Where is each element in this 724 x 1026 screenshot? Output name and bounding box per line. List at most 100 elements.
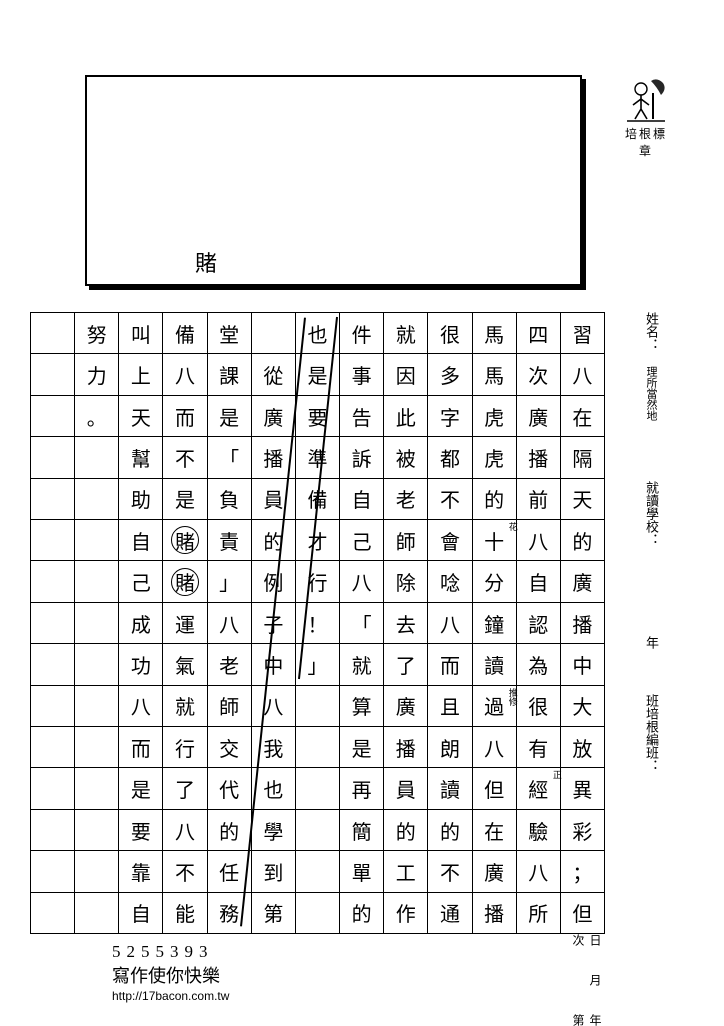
footer-publisher: 5255393 寫作使你快樂 http://17bacon.com.tw <box>112 941 229 1004</box>
grid-cell: 是 <box>208 396 251 437</box>
grid-cell: 單 <box>340 851 383 892</box>
grid-cell: 去 <box>384 603 427 644</box>
grid-cell <box>75 561 118 602</box>
grid-cell <box>31 354 74 395</box>
grid-cell: 前 <box>517 479 560 520</box>
grid-cell: 算 <box>340 686 383 727</box>
grid-cell: 備 <box>163 313 206 354</box>
circled-char: 賭 <box>171 568 199 596</box>
grid-cell: 中 <box>561 644 604 685</box>
grid-cell <box>31 644 74 685</box>
grid-cell: 員 <box>384 768 427 809</box>
grid-cell <box>296 727 339 768</box>
grid-cell: 」 <box>208 561 251 602</box>
meta-class-code-label: 培根編班： <box>644 707 659 772</box>
grid-column: 努力。 <box>74 313 118 933</box>
grid-cell <box>296 686 339 727</box>
grid-cell <box>31 686 74 727</box>
grid-cell: 責 <box>208 520 251 561</box>
grid-cell: 鐘 <box>473 603 516 644</box>
grid-cell: 在 <box>561 396 604 437</box>
grid-cell: 八 <box>163 810 206 851</box>
grid-cell: 「 <box>208 437 251 478</box>
grid-cell <box>31 313 74 354</box>
grid-cell: 因 <box>384 354 427 395</box>
grid-cell <box>31 561 74 602</box>
grid-cell: 了 <box>163 768 206 809</box>
grid-cell: 唸 <box>428 561 471 602</box>
grid-cell: 了 <box>384 644 427 685</box>
grid-cell: 很 <box>428 313 471 354</box>
grid-cell: 準 <box>296 437 339 478</box>
grid-cell: 八 <box>517 851 560 892</box>
grid-cell: 八 <box>428 603 471 644</box>
grid-cell: 到 <box>252 851 295 892</box>
grid-cell: 是 <box>340 727 383 768</box>
grid-cell <box>75 603 118 644</box>
meta-line-1: 培根編班： <box>634 707 668 772</box>
grid-cell <box>75 644 118 685</box>
grid-cell <box>31 810 74 851</box>
margin-annotation: 花 <box>508 522 517 531</box>
grid-cell: 且 <box>428 686 471 727</box>
grid-cell: 八 <box>119 686 162 727</box>
grid-cell: 工 <box>384 851 427 892</box>
grid-cell: 廣 <box>252 396 295 437</box>
grid-cell: 就 <box>384 313 427 354</box>
grid-cell: 努 <box>75 313 118 354</box>
grid-cell: 八 <box>473 727 516 768</box>
grid-cell <box>31 893 74 933</box>
grid-cell: 負 <box>208 479 251 520</box>
grid-column: 也是要準備才行！」 <box>295 313 339 933</box>
grid-cell: 播 <box>473 893 516 933</box>
grid-cell <box>75 768 118 809</box>
circled-char: 賭 <box>171 526 199 554</box>
grid-cell: 播 <box>384 727 427 768</box>
grid-cell: 讀 <box>428 768 471 809</box>
grid-cell: 通 <box>428 893 471 933</box>
grid-cell <box>75 686 118 727</box>
grid-cell: 是 <box>163 479 206 520</box>
grid-cell: 課 <box>208 354 251 395</box>
grid-cell <box>75 851 118 892</box>
grid-cell: 驗 <box>517 810 560 851</box>
grid-cell: 彩 <box>561 810 604 851</box>
grid-cell: 要 <box>296 396 339 437</box>
grid-cell: 習 <box>561 313 604 354</box>
grid-cell: 而 <box>163 396 206 437</box>
grid-cell: 隔 <box>561 437 604 478</box>
grid-cell <box>31 727 74 768</box>
meta-line-2: 姓名： 理所當然地 就讀學校： 年 班 <box>634 312 668 707</box>
grid-cell: 叫 <box>119 313 162 354</box>
grid-cell: 再 <box>340 768 383 809</box>
grid-cell: 簡 <box>340 810 383 851</box>
grid-cell <box>252 313 295 354</box>
grid-cell: 的 <box>473 479 516 520</box>
grid-cell: 老 <box>208 644 251 685</box>
footer-date-labels: 日次 月 年第 <box>570 934 604 994</box>
grid-cell: 件 <box>340 313 383 354</box>
grid-cell: 自 <box>119 893 162 933</box>
grid-cell: 老 <box>384 479 427 520</box>
grid-cell: 的 <box>384 810 427 851</box>
grid-cell: 過推修 <box>473 686 516 727</box>
grid-cell: 上 <box>119 354 162 395</box>
grid-column: 習八在隔天的廣播中大放異彩；但 <box>560 313 604 933</box>
footer-date-year: 年第 <box>570 1014 604 1026</box>
grid-cell: 。 <box>75 396 118 437</box>
grid-cell: 也 <box>252 768 295 809</box>
grid-cell: 己 <box>119 561 162 602</box>
grid-cell: 堂 <box>208 313 251 354</box>
grid-cell: 廣 <box>561 561 604 602</box>
grid-cell: 廣 <box>517 396 560 437</box>
grid-cell: 氣 <box>163 644 206 685</box>
grid-cell: 天 <box>119 396 162 437</box>
slogan: 寫作使你快樂 <box>112 964 229 988</box>
manuscript-grid: 習八在隔天的廣播中大放異彩；但四次廣播前八自認為很有經正驗八所馬馬虎虎的十花分鐘… <box>30 312 605 934</box>
grid-cell: 虎 <box>473 437 516 478</box>
grid-cell: 己 <box>340 520 383 561</box>
grid-cell: ； <box>561 851 604 892</box>
grid-cell <box>31 768 74 809</box>
grid-cell: 八 <box>561 354 604 395</box>
grid-cell: 自 <box>517 561 560 602</box>
